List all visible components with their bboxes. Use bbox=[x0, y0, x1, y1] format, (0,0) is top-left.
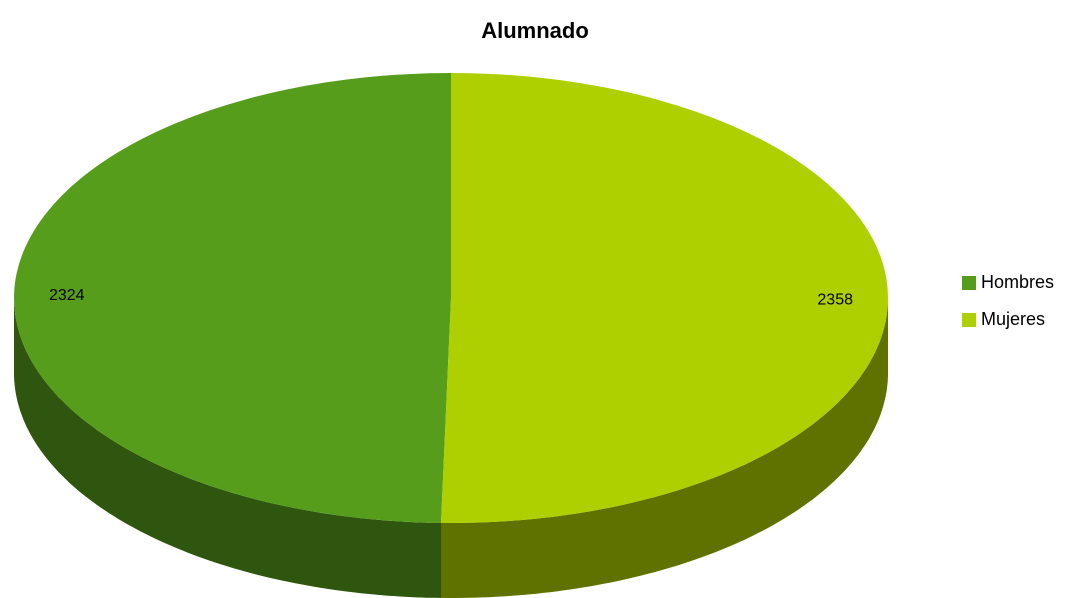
chart-title: Alumnado bbox=[481, 18, 589, 43]
legend-swatch bbox=[962, 276, 976, 290]
legend-swatch bbox=[962, 313, 976, 327]
pie-slice bbox=[441, 73, 888, 523]
legend-label: Mujeres bbox=[981, 309, 1045, 329]
data-label: 2358 bbox=[817, 292, 853, 309]
pie-side-shade bbox=[441, 300, 888, 598]
pie-slice bbox=[13, 73, 452, 523]
legend-label: Hombres bbox=[981, 272, 1054, 292]
pie-side bbox=[441, 300, 888, 598]
pie-side-shade bbox=[14, 298, 441, 598]
data-label: 2324 bbox=[49, 287, 85, 304]
pie-side bbox=[14, 298, 441, 598]
